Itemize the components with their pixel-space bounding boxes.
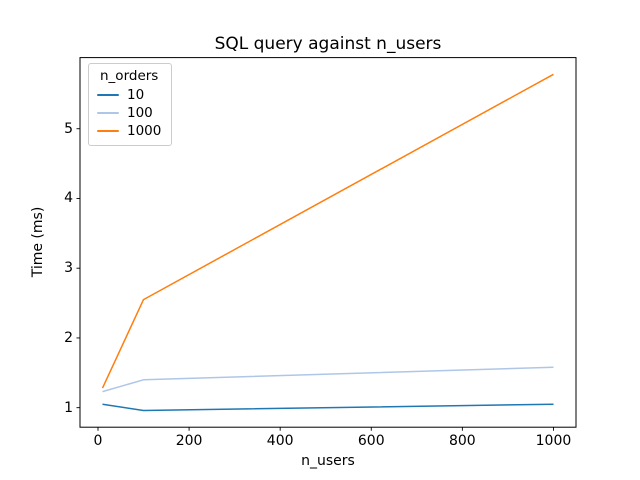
chart-title: SQL query against n_users bbox=[214, 34, 442, 54]
legend-title: n_orders bbox=[100, 68, 159, 84]
legend: n_orders 10 100 1000 bbox=[88, 63, 173, 146]
y-tick-label: 5 bbox=[64, 120, 73, 137]
series-line-10 bbox=[102, 403, 554, 412]
legend-label: 10 bbox=[127, 87, 145, 103]
x-tick-label: 800 bbox=[448, 433, 476, 450]
legend-label: 100 bbox=[127, 105, 153, 121]
axes-frame bbox=[79, 57, 577, 428]
legend-line-swatch-1000 bbox=[97, 130, 119, 132]
legend-entry: 100 bbox=[97, 104, 161, 122]
legend-entry: 1000 bbox=[97, 122, 161, 140]
series-line-100 bbox=[102, 366, 554, 393]
x-tick-label: 0 bbox=[93, 433, 103, 450]
y-tick-label: 3 bbox=[64, 260, 73, 277]
y-tick-label: 1 bbox=[64, 399, 73, 416]
y-tick-label: 4 bbox=[64, 190, 73, 207]
legend-entry: 10 bbox=[97, 86, 161, 104]
y-tick-label: 2 bbox=[64, 329, 73, 346]
x-tick-label: 600 bbox=[357, 433, 385, 450]
legend-label: 1000 bbox=[127, 123, 162, 139]
x-tick-label: 1000 bbox=[535, 433, 572, 450]
x-axis-label: n_users bbox=[301, 453, 355, 469]
x-tick-label: 400 bbox=[266, 433, 294, 450]
series-line-1000 bbox=[101, 73, 554, 389]
legend-line-swatch-10 bbox=[97, 94, 119, 96]
legend-line-swatch-100 bbox=[97, 112, 119, 114]
x-tick-label: 200 bbox=[175, 433, 203, 450]
y-axis-label-text: Time (ms) bbox=[30, 206, 46, 278]
